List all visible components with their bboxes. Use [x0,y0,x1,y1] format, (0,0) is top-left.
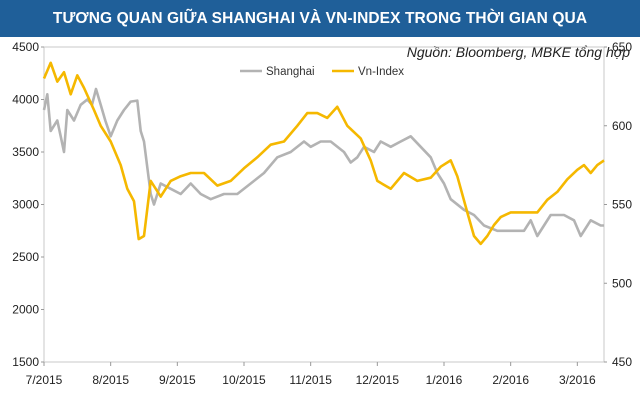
legend-label-shanghai: Shanghai [266,66,315,78]
y-left-tick-label: 4000 [12,93,39,107]
y-left-tick-label: 3000 [12,198,39,212]
x-tick-label: 9/2015 [159,373,196,387]
y-right-tick-label: 600 [612,119,632,133]
x-tick-label: 11/2015 [289,373,332,387]
y-left-tick-label: 1500 [12,355,39,369]
legend-label-vnindex: Vn-Index [358,66,404,78]
source-note: Nguồn: Bloomberg, MBKE tổng hợp [406,44,630,60]
series-line-vn-index [42,61,605,246]
y-right-tick-label: 650 [612,40,632,54]
x-tick-label: 10/2015 [222,373,266,387]
x-tick-label: 8/2015 [92,373,129,387]
x-tick-label: 3/2016 [559,373,596,387]
x-tick-label: 1/2016 [426,373,463,387]
x-tick-label: 12/2015 [356,373,400,387]
series-line-shanghai [42,87,604,238]
y-left-tick-label: 2500 [12,250,39,264]
x-tick-label: 2/2016 [492,373,529,387]
chart-title: TƯƠNG QUAN GIỮA SHANGHAI VÀ VN-INDEX TRO… [52,9,588,27]
y-right-tick-label: 550 [612,198,632,212]
y-left-tick-label: 3500 [12,145,39,159]
y-right-tick-label: 500 [612,276,632,290]
title-banner: TƯƠNG QUAN GIỮA SHANGHAI VÀ VN-INDEX TRO… [0,0,640,37]
plot-frame [43,46,605,363]
x-tick-label: 7/2015 [26,373,63,387]
y-right-tick-label: 450 [612,355,632,369]
y-left-tick-label: 4500 [12,40,39,54]
y-left-tick-label: 2000 [12,303,39,317]
